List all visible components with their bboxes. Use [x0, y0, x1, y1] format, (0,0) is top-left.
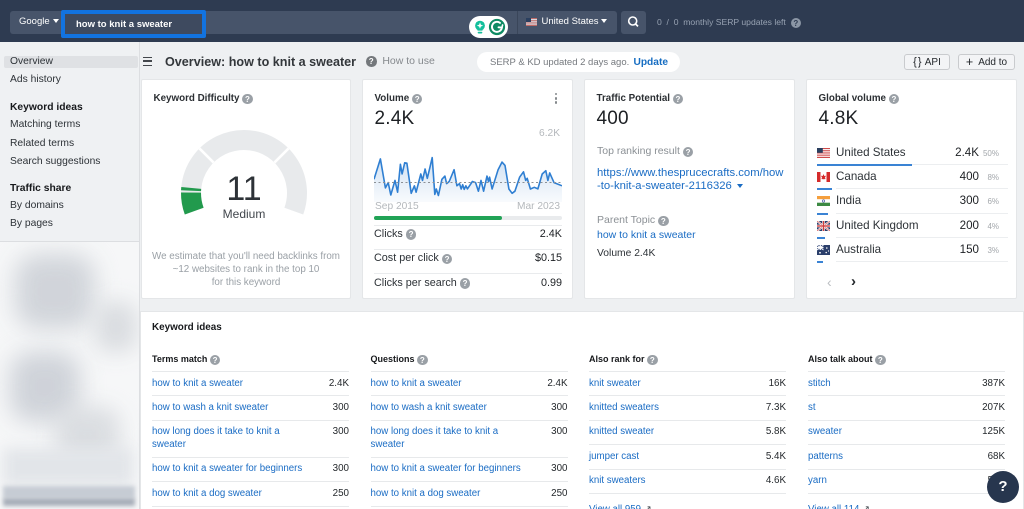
svg-text:Medium: Medium	[223, 207, 266, 221]
svg-text:11: 11	[226, 170, 261, 208]
